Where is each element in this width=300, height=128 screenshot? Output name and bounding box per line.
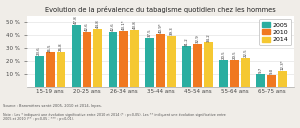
Text: 26.8: 26.8 bbox=[59, 43, 63, 51]
Text: 31.2: 31.2 bbox=[185, 37, 189, 46]
Text: Source : Baromètres santé 2005, 2010 et 2014, Inpes.: Source : Baromètres santé 2005, 2010 et … bbox=[3, 104, 102, 108]
Text: 37.5: 37.5 bbox=[148, 29, 152, 38]
Text: 39.3: 39.3 bbox=[170, 26, 174, 35]
Bar bbox=[204, 42, 213, 87]
Legend: 2005, 2010, 2014: 2005, 2010, 2014 bbox=[259, 19, 291, 45]
Bar bbox=[230, 60, 239, 87]
Bar bbox=[82, 32, 91, 87]
Bar bbox=[72, 25, 80, 87]
Text: 26.5: 26.5 bbox=[48, 43, 52, 52]
Bar bbox=[182, 46, 191, 87]
Bar bbox=[241, 58, 250, 87]
Bar bbox=[57, 52, 65, 87]
Text: 42.6: 42.6 bbox=[111, 22, 115, 31]
Text: 44.8: 44.8 bbox=[96, 19, 100, 28]
Bar bbox=[193, 44, 202, 87]
Text: 43.1*: 43.1* bbox=[122, 19, 126, 30]
Bar bbox=[130, 30, 139, 87]
Text: 9.7: 9.7 bbox=[259, 67, 262, 73]
Bar bbox=[278, 71, 287, 87]
Text: 34.2: 34.2 bbox=[207, 33, 211, 42]
Text: 12.3*: 12.3* bbox=[280, 59, 284, 70]
Text: 40.9*: 40.9* bbox=[159, 22, 163, 33]
Text: 32.9: 32.9 bbox=[196, 35, 200, 43]
Text: 20.5: 20.5 bbox=[222, 51, 226, 59]
Bar bbox=[146, 38, 154, 87]
Title: Evolution de la prévalence du tabagisme quotidien chez les hommes: Evolution de la prévalence du tabagisme … bbox=[45, 6, 276, 13]
Text: 9.0: 9.0 bbox=[269, 68, 273, 74]
Text: 22.5: 22.5 bbox=[243, 48, 247, 57]
Text: 43.8: 43.8 bbox=[133, 21, 137, 29]
Bar bbox=[46, 52, 55, 87]
Text: 23.6: 23.6 bbox=[37, 47, 41, 55]
Text: 20.5: 20.5 bbox=[232, 51, 236, 59]
Bar bbox=[267, 75, 276, 87]
Bar bbox=[256, 74, 265, 87]
Bar bbox=[35, 56, 44, 87]
Text: 42.6: 42.6 bbox=[85, 22, 89, 31]
Bar bbox=[119, 31, 128, 87]
Bar bbox=[109, 32, 117, 87]
Bar bbox=[167, 36, 176, 87]
Text: 47.8: 47.8 bbox=[74, 15, 78, 24]
Text: Note : Les * indiquent une évolution significative entre 2010 et 2014 (* : p<0,0: Note : Les * indiquent une évolution sig… bbox=[3, 113, 226, 121]
Bar bbox=[94, 29, 102, 87]
Bar bbox=[156, 34, 165, 87]
Bar bbox=[219, 60, 228, 87]
